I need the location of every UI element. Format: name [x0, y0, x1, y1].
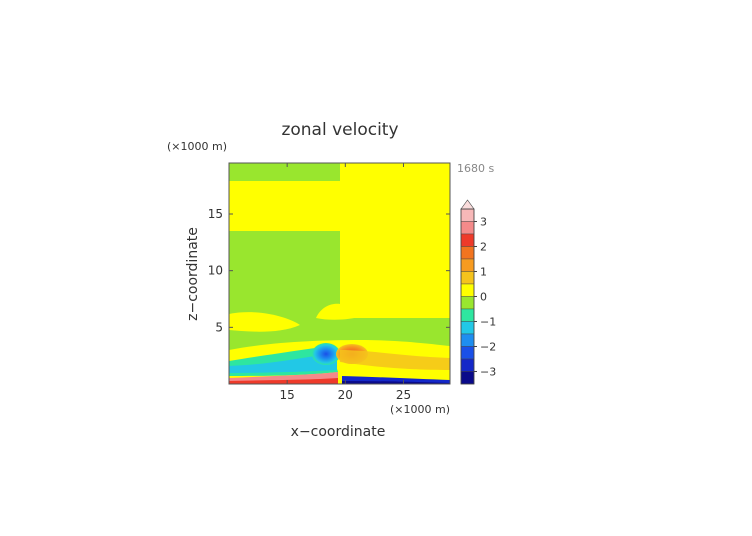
colorbar-swatch	[460, 321, 475, 335]
time-label: 1680 s	[457, 162, 494, 175]
colorbar-tick-label: −1	[480, 316, 496, 329]
y-axis-label: z−coordinate	[185, 227, 201, 321]
region-negative-core	[229, 348, 337, 373]
colorbar-swatch	[460, 233, 475, 247]
heatmap-plot-area	[229, 163, 450, 384]
colorbar-swatch	[460, 283, 475, 297]
colorbar-tick-label: 1	[480, 266, 487, 279]
colorbar-swatch	[460, 371, 475, 385]
x-axis-label: x−coordinate	[291, 424, 386, 440]
x-axis-ticks: 15 20 25	[280, 163, 411, 402]
y-unit-label: (×1000 m)	[167, 140, 227, 153]
y-tick-label: 15	[208, 207, 223, 221]
colorbar-tick-label: 2	[480, 241, 487, 254]
region-left-tongue	[229, 312, 300, 332]
colorbar-swatch	[460, 221, 475, 235]
region-right-top-bulge	[340, 181, 450, 234]
colorbar: 3 2 1 0 −1 −2 −3	[460, 199, 496, 385]
x-tick-label: 25	[396, 388, 411, 402]
plot-frame	[228, 162, 451, 385]
colorbar-swatch	[460, 258, 475, 272]
colorbar-swatch	[460, 296, 475, 310]
colorbar-swatch	[460, 308, 475, 322]
y-axis-ticks: 5 10 15	[208, 207, 450, 334]
colorbar-tick-label: 3	[480, 216, 487, 229]
colorbar-tick-label: −2	[480, 341, 496, 354]
colorbar-extend-arrow	[460, 199, 475, 210]
x-unit-label: (×1000 m)	[390, 403, 450, 416]
x-tick-label: 15	[280, 388, 295, 402]
colorbar-swatch	[460, 358, 475, 372]
region-left-top	[229, 181, 340, 231]
region-negative-jet	[312, 343, 340, 365]
colorbar-swatch	[460, 346, 475, 360]
region-surface-negative-core	[342, 381, 450, 384]
colorbar-tick-label: 0	[480, 291, 487, 304]
y-tick-label: 10	[208, 264, 223, 278]
region-center-blob	[316, 303, 362, 320]
region-positive-tail	[340, 350, 450, 370]
y-tick-label: 5	[215, 320, 223, 334]
x-tick-label: 20	[338, 388, 353, 402]
colorbar-swatch	[460, 333, 475, 347]
chart-title: zonal velocity	[281, 120, 398, 140]
colorbar-tick-label: −3	[480, 366, 496, 379]
colorbar-swatch	[460, 271, 475, 285]
colorbar-swatch	[460, 246, 475, 260]
colorbar-swatch	[460, 208, 475, 222]
region-surface-core	[229, 378, 338, 384]
